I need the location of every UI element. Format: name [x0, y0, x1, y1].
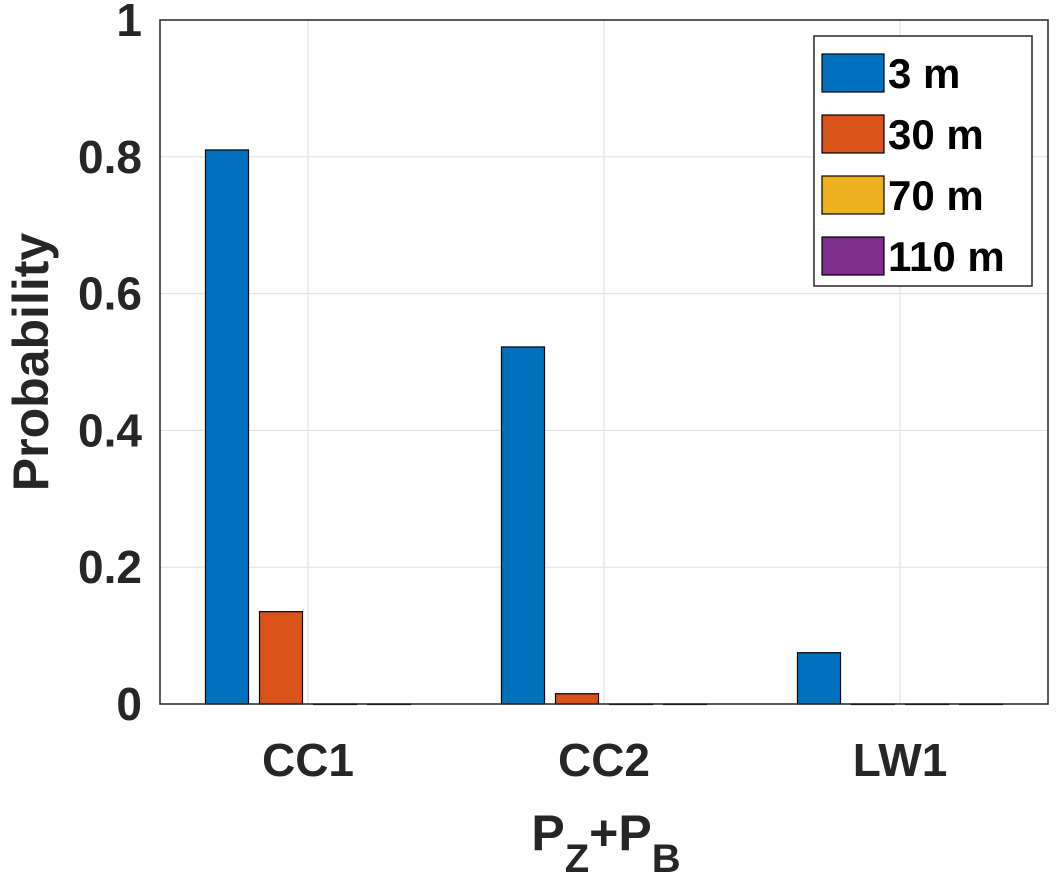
x-axis-title-p2: P: [618, 805, 651, 861]
y-tick-label-5: 1: [116, 0, 142, 46]
y-tick-label-1: 0.2: [78, 541, 142, 593]
x-axis-title: PZ+PB: [531, 805, 680, 881]
legend-swatch-110-m: [821, 236, 885, 276]
y-tick-label-4: 0.8: [78, 131, 142, 183]
legend-swatch-70-m: [821, 175, 885, 215]
bar-cc1-30-m: [258, 611, 304, 705]
bar-lw1-3-m: [796, 652, 842, 705]
x-axis-title-sub2: B: [652, 837, 681, 881]
x-tick-labels: CC1 CC2 LW1: [262, 734, 947, 786]
legend-label-30-m: 30 m: [888, 111, 984, 158]
y-tick-label-0: 0: [116, 678, 142, 730]
bar-cc1-3-m: [204, 149, 250, 705]
legend: 3 m 30 m 70 m 110 m: [813, 35, 1033, 287]
x-tick-label-cc2: CC2: [558, 734, 650, 786]
bar-cc2-30-m: [554, 693, 600, 705]
legend-swatch-3-m: [821, 53, 885, 93]
x-axis-title-sub1: Z: [565, 837, 589, 881]
legend-label-3-m: 3 m: [888, 50, 960, 97]
x-tick-label-lw1: LW1: [853, 734, 948, 786]
legend-label-110-m: 110 m: [888, 233, 1005, 280]
legend-label-70-m: 70 m: [888, 172, 984, 219]
x-axis-title-p1: P: [531, 805, 564, 861]
bar-cc2-3-m: [500, 346, 546, 705]
bars: [204, 149, 1004, 706]
x-tick-label-cc1: CC1: [262, 734, 354, 786]
axes-box: [159, 19, 1049, 705]
x-axis-title-plus: +: [589, 805, 618, 861]
y-axis-title: Probability: [3, 233, 59, 492]
y-tick-label-2: 0.4: [78, 404, 142, 456]
y-tick-labels: 0 0.2 0.4 0.6 0.8 1: [78, 0, 142, 730]
legend-swatch-30-m: [821, 114, 885, 154]
y-tick-label-3: 0.6: [78, 268, 142, 320]
